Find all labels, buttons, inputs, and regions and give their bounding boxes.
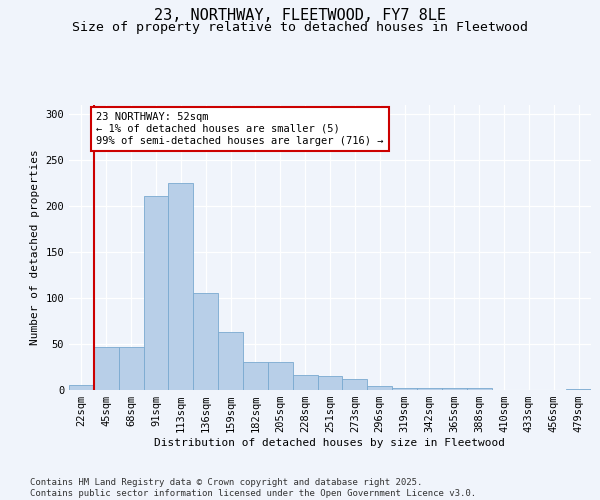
Bar: [392, 388, 417, 390]
Bar: [367, 386, 392, 390]
Bar: [317, 376, 343, 390]
Bar: [442, 388, 467, 390]
Bar: [243, 362, 268, 390]
Bar: [94, 347, 119, 390]
Bar: [193, 292, 218, 390]
Bar: [268, 362, 293, 390]
Bar: [293, 376, 317, 390]
X-axis label: Distribution of detached houses by size in Fleetwood: Distribution of detached houses by size …: [155, 438, 505, 448]
Bar: [417, 388, 442, 390]
Text: Contains HM Land Registry data © Crown copyright and database right 2025.
Contai: Contains HM Land Registry data © Crown c…: [30, 478, 476, 498]
Bar: [143, 196, 169, 390]
Bar: [119, 347, 143, 390]
Bar: [467, 388, 491, 390]
Bar: [69, 386, 94, 390]
Bar: [343, 379, 367, 390]
Bar: [566, 389, 591, 390]
Bar: [218, 332, 243, 390]
Text: 23, NORTHWAY, FLEETWOOD, FY7 8LE: 23, NORTHWAY, FLEETWOOD, FY7 8LE: [154, 8, 446, 22]
Text: 23 NORTHWAY: 52sqm
← 1% of detached houses are smaller (5)
99% of semi-detached : 23 NORTHWAY: 52sqm ← 1% of detached hous…: [97, 112, 384, 146]
Text: Size of property relative to detached houses in Fleetwood: Size of property relative to detached ho…: [72, 21, 528, 34]
Bar: [169, 183, 193, 390]
Y-axis label: Number of detached properties: Number of detached properties: [30, 150, 40, 346]
